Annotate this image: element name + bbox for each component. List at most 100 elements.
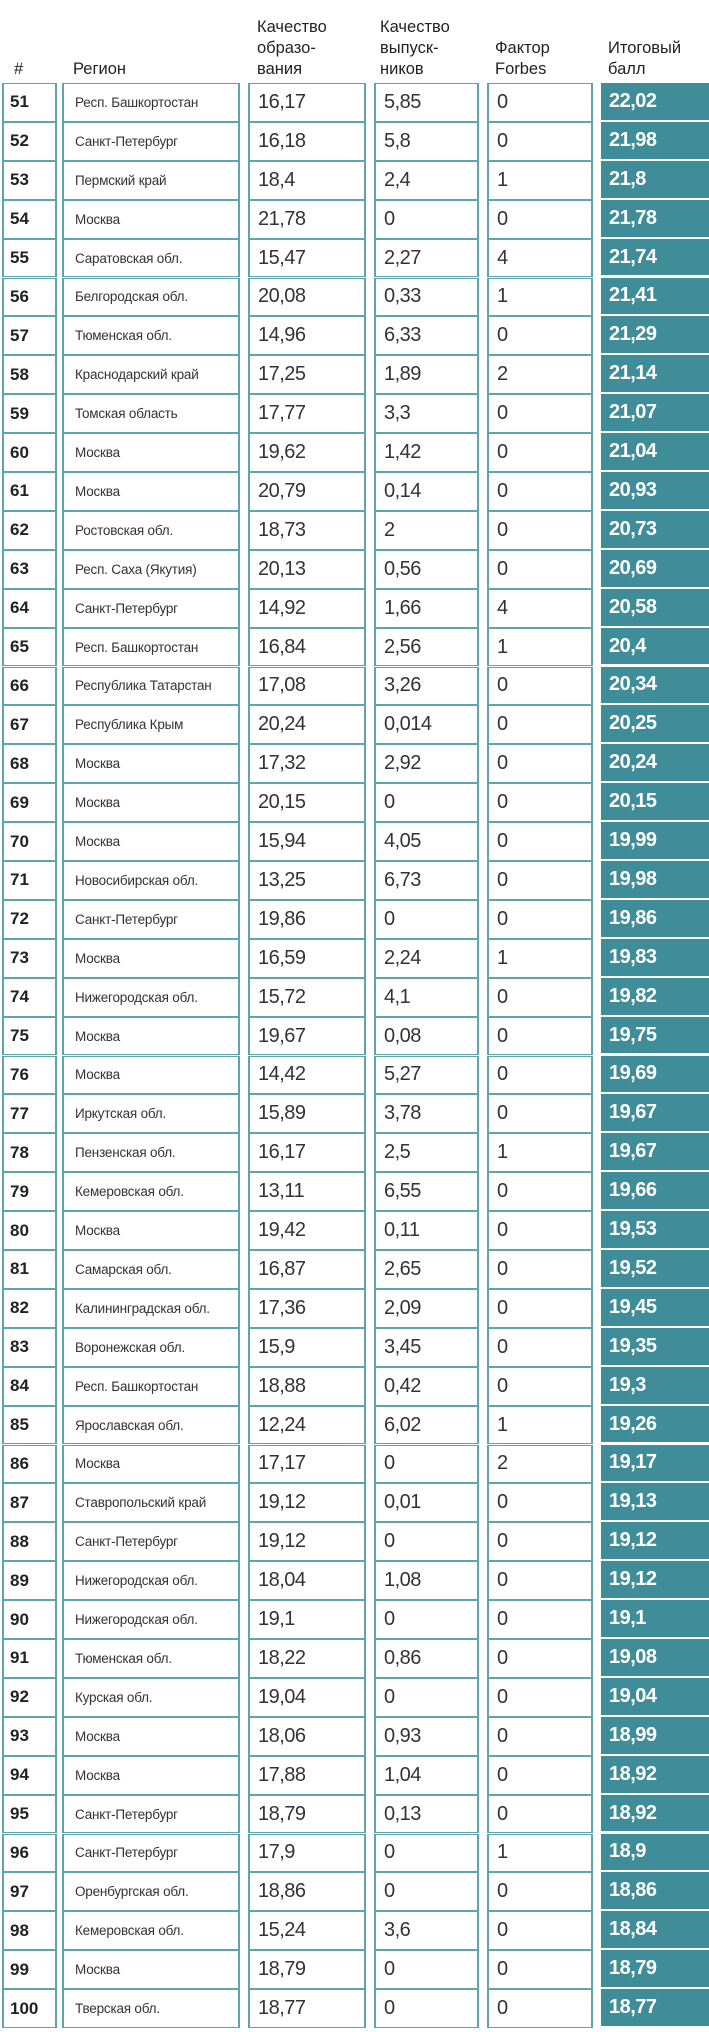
- region-cell: Москва: [62, 1716, 240, 1756]
- region-cell: Пермский край: [62, 160, 240, 200]
- forbes-cell: 0: [487, 1172, 593, 1212]
- forbes-cell: 0: [487, 1250, 593, 1289]
- region-cell: Москва: [62, 783, 240, 823]
- forbes-cell: 1: [487, 1833, 593, 1873]
- graduates-cell: 3,26: [374, 666, 479, 706]
- graduates-cell: 2,5: [374, 1133, 479, 1173]
- forbes-cell: 0: [487, 1483, 593, 1523]
- total-cell: 18,9: [601, 1833, 709, 1873]
- region-cell: Санкт-Петербург: [62, 1794, 240, 1834]
- education-cell: 19,1: [248, 1600, 366, 1639]
- education-cell: 15,72: [248, 977, 366, 1017]
- region-cell: Курская обл.: [62, 1677, 240, 1717]
- region-cell: Санкт-Петербург: [62, 1833, 240, 1873]
- education-cell: 19,86: [248, 899, 366, 939]
- total-cell: 20,69: [601, 549, 709, 589]
- education-cell: 17,88: [248, 1755, 366, 1795]
- education-cell: 13,11: [248, 1172, 366, 1212]
- region-cell: Москва: [62, 433, 240, 472]
- education-cell: 19,67: [248, 1016, 366, 1056]
- header-line: Итоговый: [608, 39, 682, 57]
- rank-cell: 52: [2, 121, 57, 161]
- rank-cell: 88: [2, 1522, 57, 1562]
- forbes-cell: 4: [487, 238, 593, 278]
- education-cell: 17,9: [248, 1833, 366, 1873]
- education-cell: 17,25: [248, 355, 366, 395]
- education-cell: 20,13: [248, 549, 366, 589]
- header-total: Итоговый балл: [608, 0, 708, 80]
- forbes-cell: 0: [487, 1016, 593, 1056]
- forbes-cell: 0: [487, 1600, 593, 1639]
- education-cell: 14,92: [248, 588, 366, 628]
- graduates-cell: 2,92: [374, 744, 479, 784]
- total-cell: 19,53: [601, 1211, 709, 1250]
- region-cell: Республика Крым: [62, 705, 240, 745]
- graduates-cell: 0,01: [374, 1483, 479, 1523]
- total-cell: 21,41: [601, 277, 709, 317]
- forbes-cell: 0: [487, 1677, 593, 1717]
- education-cell: 14,42: [248, 1055, 366, 1095]
- education-cell: 15,47: [248, 238, 366, 278]
- education-cell: 20,79: [248, 472, 366, 511]
- region-cell: Москва: [62, 199, 240, 239]
- education-cell: 18,86: [248, 1872, 366, 1912]
- graduates-cell: 4,05: [374, 822, 479, 861]
- forbes-cell: 0: [487, 549, 593, 589]
- rank-cell: 71: [2, 861, 57, 900]
- total-cell: 19,12: [601, 1561, 709, 1601]
- education-cell: 20,15: [248, 783, 366, 823]
- region-cell: Оренбургская обл.: [62, 1872, 240, 1912]
- graduates-cell: 2,56: [374, 627, 479, 667]
- education-cell: 14,96: [248, 316, 366, 356]
- total-cell: 20,24: [601, 744, 709, 784]
- rank-cell: 51: [2, 83, 57, 122]
- education-cell: 21,78: [248, 199, 366, 239]
- education-cell: 15,9: [248, 1327, 366, 1367]
- education-cell: 18,79: [248, 1794, 366, 1834]
- education-cell: 19,12: [248, 1522, 366, 1562]
- total-cell: 19,13: [601, 1483, 709, 1523]
- graduates-cell: 0: [374, 1833, 479, 1873]
- rank-cell: 98: [2, 1911, 57, 1951]
- rank-cell: 66: [2, 666, 57, 706]
- forbes-cell: 0: [487, 83, 593, 122]
- total-cell: 21,07: [601, 394, 709, 434]
- total-cell: 21,14: [601, 355, 709, 395]
- education-cell: 19,42: [248, 1211, 366, 1250]
- graduates-cell: 0,56: [374, 549, 479, 589]
- region-cell: Самарская обл.: [62, 1250, 240, 1289]
- forbes-cell: 0: [487, 472, 593, 511]
- forbes-cell: 0: [487, 510, 593, 550]
- education-cell: 18,77: [248, 1989, 366, 2028]
- graduates-cell: 0: [374, 199, 479, 239]
- region-cell: Москва: [62, 1055, 240, 1095]
- rank-cell: 78: [2, 1133, 57, 1173]
- graduates-cell: 4,1: [374, 977, 479, 1017]
- region-cell: Респ. Башкортостан: [62, 627, 240, 667]
- education-cell: 17,77: [248, 394, 366, 434]
- graduates-cell: 0: [374, 1444, 479, 1484]
- total-cell: 21,29: [601, 316, 709, 356]
- region-cell: Нижегородская обл.: [62, 977, 240, 1017]
- graduates-cell: 0: [374, 899, 479, 939]
- graduates-cell: 2,09: [374, 1288, 479, 1328]
- education-cell: 16,18: [248, 121, 366, 161]
- education-cell: 20,24: [248, 705, 366, 745]
- education-cell: 19,12: [248, 1483, 366, 1523]
- forbes-cell: 0: [487, 1327, 593, 1367]
- rank-cell: 61: [2, 472, 57, 511]
- forbes-cell: 0: [487, 1211, 593, 1250]
- rank-cell: 91: [2, 1639, 57, 1678]
- total-cell: 20,73: [601, 510, 709, 550]
- graduates-cell: 0: [374, 1950, 479, 1990]
- rank-cell: 87: [2, 1483, 57, 1523]
- rank-cell: 100: [2, 1989, 57, 2028]
- forbes-cell: 0: [487, 783, 593, 823]
- rank-cell: 80: [2, 1211, 57, 1250]
- total-cell: 18,99: [601, 1716, 709, 1756]
- header-education: Качество образо-вания: [257, 0, 367, 80]
- education-cell: 18,06: [248, 1716, 366, 1756]
- total-cell: 19,67: [601, 1133, 709, 1173]
- header-line: Forbes: [495, 60, 547, 78]
- region-cell: Томская область: [62, 394, 240, 434]
